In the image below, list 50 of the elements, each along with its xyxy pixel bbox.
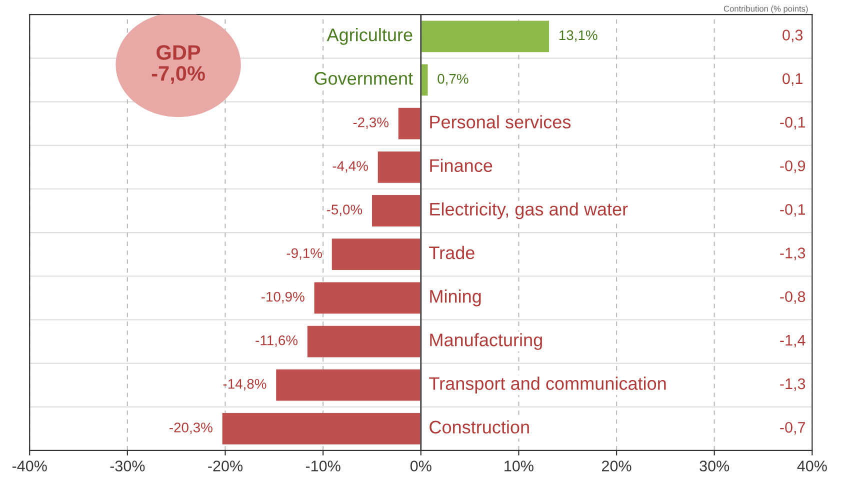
x-tick-label: 30% [700, 460, 730, 472]
x-tick-label: -10% [306, 460, 340, 472]
y-tick-label: Manufacturing [430, 333, 542, 350]
y-tick-label: Construction [430, 420, 529, 434]
bar [314, 282, 421, 314]
x-tick-label: -40% [12, 460, 47, 472]
y-tick-label: Mining [430, 290, 481, 306]
bar [398, 108, 421, 140]
y-tick-label: Personal services [430, 115, 571, 128]
x-tick-label: 0% [410, 460, 432, 472]
data-label: -14,8% [223, 378, 266, 390]
data-label: -11,6% [256, 335, 298, 347]
x-tick-label: 10% [504, 460, 534, 472]
x-tick-label: 20% [602, 460, 632, 472]
y-tick-label: Trade [429, 246, 474, 260]
annotation: -1,3 [780, 378, 806, 391]
bar [332, 238, 421, 270]
y-tick-label: Agriculture [326, 28, 412, 45]
data-label: -4,4% [332, 161, 368, 173]
x-tick-label: -30% [110, 460, 145, 472]
y-tick-label: Electricity, gas and water [430, 202, 628, 220]
annotation: -0,1 [780, 116, 806, 130]
data-label: -2,3% [353, 117, 389, 129]
bar [276, 369, 421, 401]
y-tick-label: Government [314, 72, 413, 85]
annotation: -0,9 [780, 160, 806, 174]
data-label: -5,0% [326, 204, 362, 216]
bar [372, 195, 421, 226]
data-label: 0,7% [438, 74, 468, 86]
annotation: -0,8 [780, 291, 806, 304]
annotation: GDP -7,0% [152, 45, 205, 84]
bar [222, 412, 421, 444]
text: Contribution (% points) [724, 6, 808, 14]
annotation: 0,1 [782, 73, 802, 86]
bar [307, 326, 421, 358]
y-tick-label: Transport and communication [429, 376, 666, 394]
annotation: -0,7 [780, 422, 805, 435]
data-label: -9,1% [286, 248, 322, 260]
annotation: -0,1 [780, 204, 806, 217]
bar [378, 151, 421, 183]
y-tick-label: Finance [430, 158, 492, 172]
annotation: -1,3 [780, 248, 806, 260]
x-tick-label: 40% [797, 460, 827, 472]
data-label: -20,3% [170, 422, 212, 434]
data-label: -10,9% [261, 292, 304, 304]
annotation: 0,3 [782, 30, 803, 42]
annotation: -1,4 [780, 334, 806, 348]
bar [420, 20, 550, 52]
x-tick-label: -20% [208, 460, 243, 472]
data-label: 13,1% [559, 30, 598, 42]
